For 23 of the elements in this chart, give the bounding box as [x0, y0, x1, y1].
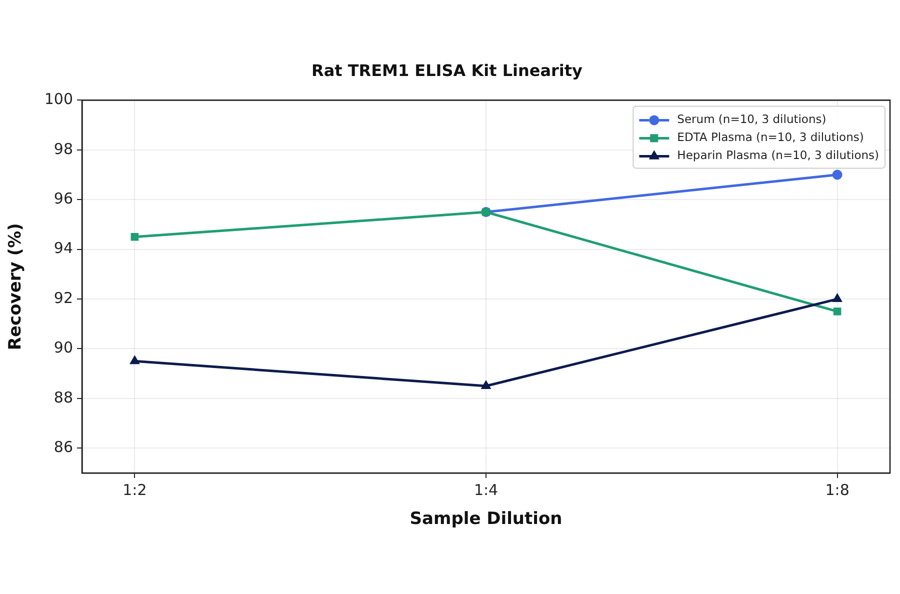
chart-title: Rat TREM1 ELISA Kit Linearity [312, 60, 584, 80]
y-tick-label: 98 [54, 140, 73, 158]
point [130, 233, 139, 241]
x-axis-title: Sample Dilution [410, 509, 562, 530]
point [833, 308, 842, 316]
point [130, 355, 140, 364]
x-tick-label: 1:2 [122, 480, 147, 499]
y-tick-label: 100 [44, 90, 73, 108]
legend-label: EDTA Plasma (n=10, 3 dilutions) [677, 130, 864, 144]
y-tick-label: 90 [54, 338, 73, 357]
y-tick-label: 86 [54, 438, 73, 456]
x-tick-label: 1:8 [825, 480, 850, 499]
y-tick-label: 88 [54, 388, 73, 406]
legend-label: Heparin Plasma (n=10, 3 dilutions) [677, 148, 880, 162]
point [832, 170, 842, 180]
point [832, 293, 842, 302]
y-tick-label: 92 [54, 288, 73, 307]
y-axis-title: Recovery (%) [6, 223, 26, 350]
x-tick-label: 1:4 [474, 480, 498, 499]
point [480, 380, 492, 390]
y-tick-label: 94 [54, 239, 73, 258]
legend-label: Serum (n=10, 3 dilutions) [677, 112, 826, 126]
y-tick-label: 96 [54, 190, 73, 208]
